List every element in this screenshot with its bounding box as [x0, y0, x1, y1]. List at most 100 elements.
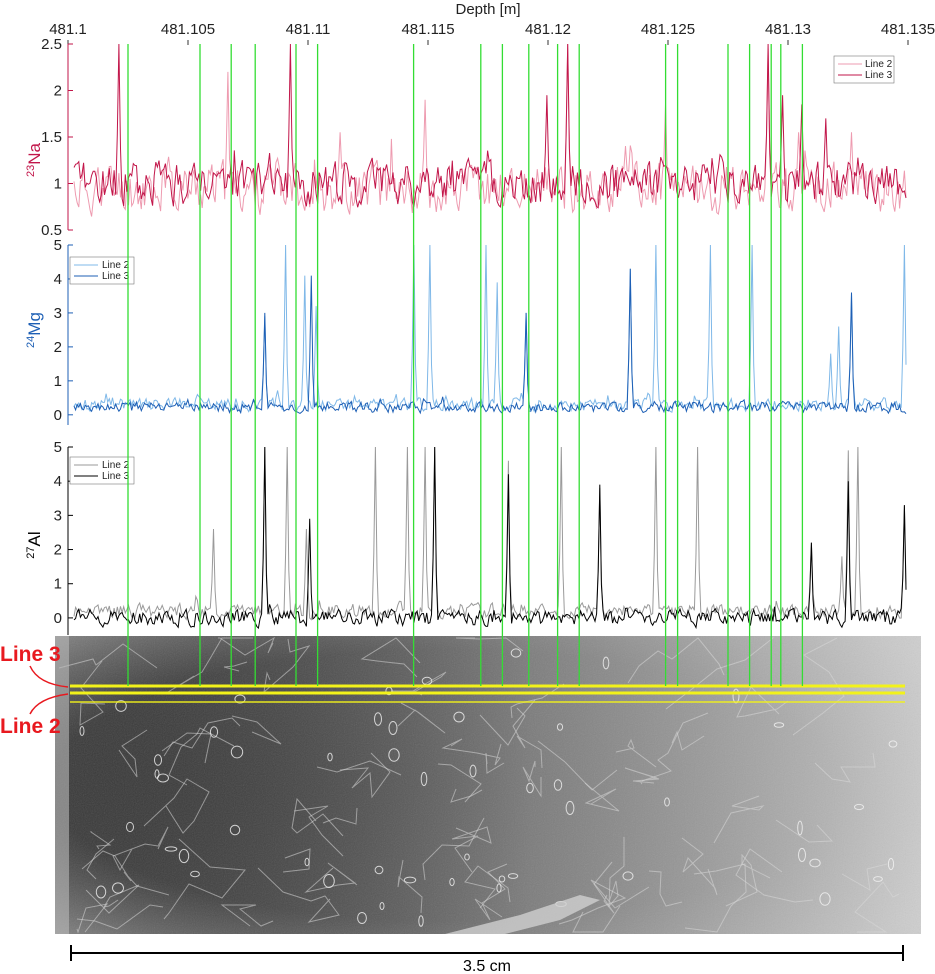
- y-tick-label: 4: [54, 473, 62, 490]
- air-bubble: [809, 858, 821, 868]
- grain-boundary: [593, 861, 615, 914]
- grain-boundary: [713, 795, 765, 844]
- line-callouts: Line 3 Line 2: [0, 643, 69, 738]
- grain-boundary: [163, 838, 246, 920]
- air-bubble: [622, 871, 634, 881]
- air-bubble: [469, 764, 477, 778]
- air-bubble: [374, 712, 382, 726]
- grain-boundary: [648, 870, 683, 907]
- y-tick-label: 2: [54, 339, 62, 356]
- air-bubble: [498, 875, 506, 883]
- air-bubble: [304, 857, 310, 867]
- depth-tick-label: 481.135: [881, 21, 935, 38]
- y-tick-label: 2: [54, 542, 62, 559]
- air-bubble: [773, 722, 785, 728]
- y-tick-label: 2.5: [41, 36, 62, 53]
- grain-boundary: [474, 863, 508, 921]
- na-y-axis: 0.5 1 1.5 2 2.5: [41, 36, 73, 239]
- grain-boundary: [231, 715, 282, 745]
- air-bubble: [553, 779, 563, 791]
- air-bubble: [209, 726, 219, 738]
- mg-y-label: 24Mg: [25, 312, 44, 348]
- mg-legend-line-2-label: Line 2: [102, 260, 130, 271]
- air-bubble: [79, 726, 85, 736]
- mg-y-label-element: Mg: [25, 312, 44, 336]
- al-legend-line-3-label: Line 3: [102, 471, 130, 482]
- na-y-label: 23Na: [25, 142, 44, 177]
- air-bubble: [449, 877, 455, 887]
- grain-boundary: [112, 826, 169, 872]
- grain-boundary: [512, 699, 543, 769]
- al-line-3-series: [73, 447, 907, 630]
- ice-core-photo: [55, 636, 921, 934]
- air-bubble: [565, 800, 575, 816]
- al-line-2-series: [73, 447, 907, 621]
- grain-boundary: [304, 862, 358, 893]
- al-y-axis: 0 1 2 3 4 5: [54, 439, 73, 635]
- grain-boundary: [118, 729, 148, 778]
- grain-boundary: [360, 637, 421, 678]
- grain-boundary: [641, 712, 709, 782]
- y-tick-label: 0.5: [41, 222, 62, 239]
- grain-boundary: [339, 752, 391, 799]
- air-bubble: [374, 865, 384, 875]
- mg-panel: 0 1 2 3 4 5 24Mg Line 2 Line 3: [25, 237, 907, 425]
- na-panel: 0.5 1 1.5 2 2.5 23Na Line 2 Line 3: [25, 36, 907, 239]
- grain-boundary: [291, 797, 344, 837]
- air-bubble: [510, 648, 522, 658]
- na-legend-line-3-label: Line 3: [865, 70, 893, 81]
- grain-boundary: [397, 859, 423, 914]
- grain-boundary: [681, 837, 718, 896]
- grain-boundary: [735, 848, 814, 903]
- air-bubble: [388, 748, 400, 762]
- grain-boundary: [450, 788, 483, 803]
- air-bubble: [602, 656, 610, 670]
- mg-legend-line-3-label: Line 3: [102, 271, 130, 282]
- y-tick-label: 5: [54, 237, 62, 254]
- air-bubble: [888, 740, 898, 748]
- al-legend-line-2-label: Line 2: [102, 460, 130, 471]
- air-bubble: [154, 769, 160, 779]
- grain-boundary: [422, 817, 485, 881]
- grain-boundary: [624, 767, 660, 785]
- mg-line-3-series: [73, 268, 907, 415]
- callout-line-2-pointer: [29, 693, 69, 715]
- grain-boundary: [257, 867, 340, 923]
- na-legend: Line 2 Line 3: [833, 55, 895, 84]
- na-legend-line-2-label: Line 2: [865, 59, 893, 70]
- y-tick-label: 0: [54, 407, 62, 424]
- depth-tick-labels: 481.1 481.105 481.11 481.115 481.12 481.125 48…: [49, 21, 935, 45]
- y-tick-label: 2: [54, 83, 62, 100]
- air-bubble: [379, 902, 385, 910]
- y-tick-label: 1.5: [41, 129, 62, 146]
- grain-boundary: [792, 637, 845, 736]
- grain-boundary: [584, 782, 620, 812]
- event-markers: [127, 44, 804, 686]
- al-y-label-element: Al: [25, 531, 44, 546]
- air-bubble: [556, 723, 564, 731]
- grain-boundary: [441, 738, 502, 766]
- air-bubble: [854, 803, 864, 811]
- air-bubble: [190, 870, 200, 878]
- air-bubble: [388, 721, 398, 735]
- grain-boundary: [322, 807, 358, 825]
- y-tick-label: 5: [54, 439, 62, 456]
- air-bubble: [797, 820, 803, 836]
- depth-tick-label: 481.13: [765, 21, 811, 38]
- grain-boundary: [437, 763, 482, 803]
- grain-boundary: [167, 637, 253, 693]
- y-tick-label: 0: [54, 610, 62, 627]
- mg-legend-box: [69, 256, 135, 285]
- grain-boundary: [671, 730, 705, 751]
- air-bubble: [873, 876, 883, 882]
- grain-boundary: [627, 637, 725, 684]
- grain-boundary: [85, 884, 140, 914]
- depth-tick-label: 481.12: [525, 21, 571, 38]
- grain-boundary: [397, 702, 446, 734]
- air-bubble: [664, 797, 670, 807]
- air-bubble: [507, 873, 519, 879]
- depth-tick-label: 481.105: [161, 21, 215, 38]
- grain-boundary: [558, 879, 650, 925]
- grain-boundary: [218, 636, 276, 656]
- y-tick-label: 1: [54, 176, 62, 193]
